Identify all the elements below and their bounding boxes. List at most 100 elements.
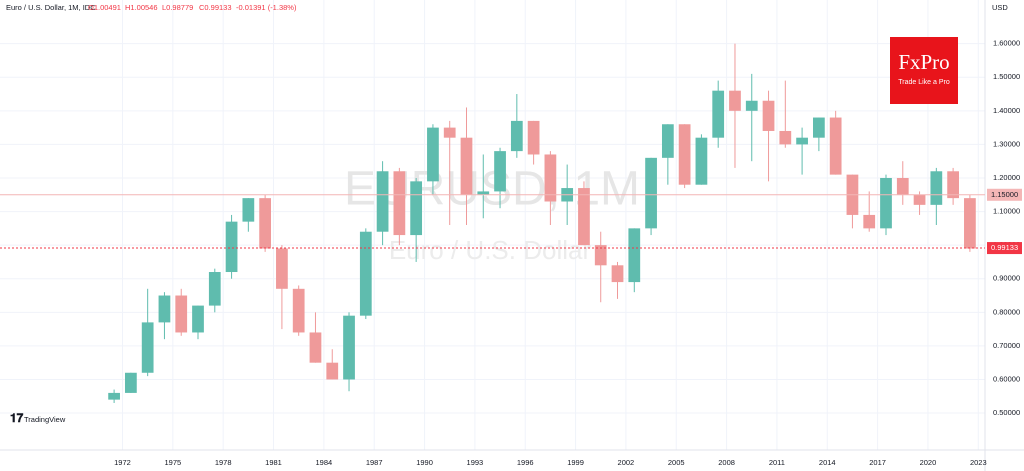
candle-body [208,272,221,306]
candle-body [292,288,305,333]
price-label-box [987,188,1022,201]
x-tick-label: 1999 [567,458,584,467]
candle-body [813,117,825,138]
x-tick-label: 1981 [265,458,282,467]
candle-body [343,315,355,380]
candle-body [930,171,943,205]
candle-body [276,248,288,289]
x-tick-label: 2014 [819,458,836,467]
candle-body [376,171,389,232]
candle-body [762,100,775,131]
watermark-subtitle: Euro / U.S. Dollar [389,235,592,265]
candle-body [695,137,708,185]
candle-body [611,265,624,283]
y-tick-label: 1.10000 [993,207,1020,216]
x-tick-label: 1984 [316,458,333,467]
x-tick-label: 1987 [366,458,383,467]
x-tick-label: 2005 [668,458,685,467]
candle-body [410,181,423,236]
candle-body [896,177,909,195]
logo-box [890,37,958,104]
y-tick-label: 0.90000 [993,274,1020,283]
candle-body [309,332,322,363]
candle-body [628,228,641,283]
candle-body [477,191,490,195]
candle-body [712,90,725,138]
candle-body [779,130,792,145]
ohlc-change: -0.01391 (-1.38%) [236,3,297,12]
candle-body [578,188,590,246]
x-tick-label: 2002 [618,458,635,467]
candle-body [880,177,892,229]
candle-body [158,295,171,323]
candle-body [745,100,758,111]
candle-body [527,120,540,155]
candle-body [510,120,523,152]
currency: USD [992,3,1008,12]
candle-body [125,372,137,393]
price-label: 0.99133 [991,243,1018,252]
x-tick-label: 2023 [970,458,987,467]
candle-body [175,295,188,333]
candle-body [947,171,959,199]
x-tick-label: 1990 [416,458,433,467]
candle-body [393,171,406,236]
candle-body [443,127,456,138]
ohlc-close: C0.99133 [199,3,232,12]
candle-body [326,362,339,380]
ohlc-open: O1.00491 [88,3,121,12]
candle-body [427,127,439,182]
x-tick-label: 1972 [114,458,131,467]
candle-body [359,231,372,316]
candle-body [964,198,976,249]
brand-icon: 𝟏𝟕 [10,411,24,425]
candle-body [594,245,607,266]
price-label-box [987,242,1022,255]
brand: TradingView [24,415,66,424]
logo-tagline: Trade Like a Pro [898,79,950,86]
x-tick-label: 1975 [164,458,181,467]
y-tick-label: 1.30000 [993,139,1020,148]
candle-body [544,154,557,202]
x-tick-label: 1993 [467,458,484,467]
candle-body [913,194,926,205]
candle-body [108,392,120,400]
y-tick-label: 0.80000 [993,307,1020,316]
logo-name: FxPro [898,50,949,74]
candle-body [796,137,808,145]
y-tick-label: 1.60000 [993,39,1020,48]
candle-body [829,117,842,175]
y-tick-label: 0.60000 [993,374,1020,383]
y-tick-label: 0.50000 [993,408,1020,417]
y-tick-label: 1.20000 [993,173,1020,182]
x-tick-label: 2011 [769,458,785,467]
x-tick-label: 1996 [517,458,534,467]
y-tick-label: 1.50000 [993,72,1020,81]
x-tick-label: 2017 [869,458,886,467]
candle-body [678,124,691,185]
candle-body [645,157,657,229]
grid [0,0,985,450]
x-tick-label: 2020 [920,458,937,467]
y-tick-label: 0.70000 [993,341,1020,350]
candle-body [494,151,506,192]
watermark: EURUSD, 1M [344,163,640,216]
candle-body [661,124,674,158]
x-tick-label: 1978 [215,458,232,467]
ohlc-low: L0.98779 [162,3,193,12]
symbol: Euro / U.S. Dollar, 1M, IDC [6,3,96,12]
x-tick-label: 2008 [718,458,735,467]
candle-body [259,198,272,249]
candle-body [192,305,204,333]
candle-body [242,198,255,222]
candle-body [225,221,238,273]
price-label: 1.15000 [991,190,1018,199]
candle-body [729,90,741,111]
candle-body [863,214,876,229]
plot [108,43,976,403]
candle-body [460,137,473,195]
candle-body [141,322,154,373]
y-tick-label: 1.40000 [993,106,1020,115]
